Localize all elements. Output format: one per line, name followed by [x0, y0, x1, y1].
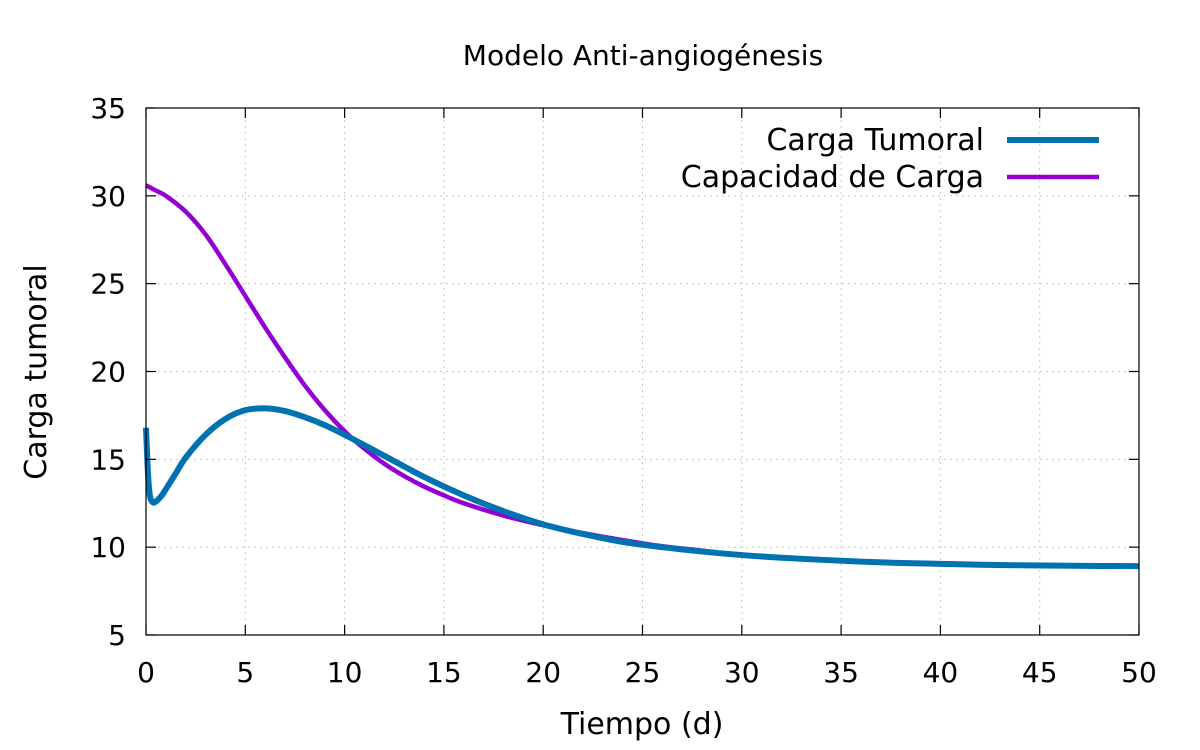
y-tick-label: 5 — [108, 619, 126, 652]
series-line-capacidad-de-carga — [144, 183, 1140, 569]
x-tick-label: 10 — [327, 656, 363, 689]
x-tick-label: 40 — [923, 656, 959, 689]
y-tick-label: 30 — [90, 180, 126, 213]
series-layer — [143, 183, 1140, 570]
x-axis-title: Tiempo (d) — [560, 707, 724, 742]
y-tick-label: 15 — [90, 443, 126, 476]
series-line-carga-tumoral — [143, 405, 1140, 570]
y-tick-label: 10 — [90, 531, 126, 564]
legend-label: Carga Tumoral — [766, 123, 984, 158]
x-tick-label: 35 — [823, 656, 859, 689]
x-tick-label: 45 — [1022, 656, 1058, 689]
x-tick-label: 50 — [1121, 656, 1157, 689]
x-tick-label: 20 — [525, 656, 561, 689]
y-tick-label: 35 — [90, 92, 126, 125]
legend-label: Capacidad de Carga — [681, 160, 984, 195]
x-tick-label: 25 — [625, 656, 661, 689]
x-tick-label: 5 — [236, 656, 254, 689]
y-axis-title: Carga tumoral — [19, 264, 54, 480]
x-tick-label: 30 — [724, 656, 760, 689]
chart-title: Modelo Anti-angiogénesis — [463, 39, 823, 72]
y-tick-label: 20 — [90, 356, 126, 389]
y-tick-label: 25 — [90, 268, 126, 301]
x-tick-label: 0 — [137, 656, 155, 689]
x-tick-label: 15 — [426, 656, 462, 689]
